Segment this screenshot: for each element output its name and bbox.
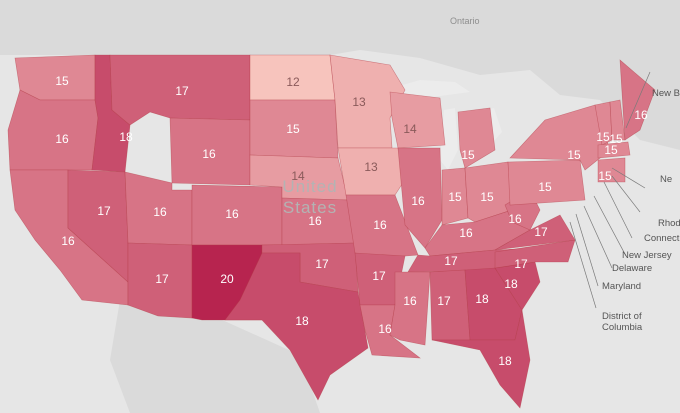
callout-dc-line1: District of [602, 311, 642, 322]
state-value-wy: 16 [202, 147, 216, 161]
state-value-va: 17 [534, 225, 548, 239]
state-value-ne: 14 [291, 169, 305, 183]
state-value-ar: 17 [372, 269, 386, 283]
state-value-la: 16 [378, 322, 392, 336]
state-wi[interactable] [389, 91, 446, 149]
state-value-mo: 16 [373, 218, 387, 232]
state-value-mt: 17 [175, 84, 189, 98]
state-value-in: 15 [448, 190, 462, 204]
states-layer [7, 54, 656, 409]
state-fl[interactable] [431, 309, 531, 409]
state-value-nm: 20 [220, 272, 234, 286]
state-value-ny: 15 [567, 148, 581, 162]
state-ct[interactable] [597, 157, 626, 183]
state-value-wv: 16 [508, 212, 522, 226]
state-pa[interactable] [507, 159, 586, 206]
state-value-al: 17 [437, 294, 451, 308]
state-value-nd: 12 [286, 75, 300, 89]
canada-land [0, 0, 680, 150]
callouts [569, 71, 651, 309]
state-value-nh: 15 [609, 132, 623, 146]
state-value-ok: 17 [315, 257, 329, 271]
state-tx[interactable] [224, 252, 369, 401]
state-value-me: 16 [634, 108, 648, 122]
country-label-line2: States [283, 198, 337, 217]
callout-connect: Connect [644, 233, 680, 244]
state-value-ky: 16 [459, 226, 473, 240]
ontario-label: Ontario [450, 16, 480, 26]
state-value-ut: 16 [153, 205, 167, 219]
state-value-tx: 18 [295, 314, 309, 328]
callout-new-brunswick: New Brunsw [652, 88, 680, 99]
callout-new-jersey: New Jersey [622, 250, 672, 261]
state-value-il: 16 [411, 194, 425, 208]
state-ma[interactable] [597, 141, 631, 159]
state-value-fl: 18 [498, 354, 512, 368]
state-value-wi: 14 [403, 122, 417, 136]
state-value-az: 17 [155, 272, 169, 286]
callout-maryland: Maryland [602, 281, 641, 292]
state-value-ma: 15 [604, 143, 618, 157]
state-il[interactable] [397, 147, 443, 249]
callout-delaware: Delaware [612, 263, 652, 274]
state-value-ct: 15 [598, 169, 612, 183]
callout-dc-line2: Columbia [602, 322, 643, 333]
state-value-ca: 16 [61, 234, 75, 248]
state-value-sc: 18 [504, 277, 518, 291]
state-or[interactable] [7, 89, 99, 171]
state-value-nv: 17 [97, 204, 111, 218]
state-value-or: 16 [55, 132, 69, 146]
state-ms[interactable] [389, 271, 431, 346]
state-value-oh: 15 [480, 190, 494, 204]
state-value-pa: 15 [538, 180, 552, 194]
state-mi[interactable] [457, 107, 496, 169]
state-nc[interactable] [494, 239, 576, 269]
state-mn[interactable] [329, 54, 406, 149]
country-label-line1: United [282, 177, 337, 196]
state-value-mi: 15 [461, 148, 475, 162]
callout-ne: Ne [660, 174, 672, 185]
state-value-sd: 15 [286, 122, 300, 136]
state-value-mn: 13 [352, 95, 366, 109]
state-me[interactable] [619, 59, 656, 141]
state-value-wa: 15 [55, 74, 69, 88]
state-value-nc: 17 [514, 257, 528, 271]
state-value-id: 18 [119, 130, 133, 144]
state-value-co: 16 [225, 207, 239, 221]
value-labels-layer: 1516161817171616171620121514161718131316… [55, 74, 648, 368]
lake-michigan [440, 108, 458, 170]
state-value-ms: 16 [403, 294, 417, 308]
state-value-ga: 18 [475, 292, 489, 306]
state-value-vt: 15 [596, 130, 610, 144]
state-value-ia: 13 [364, 160, 378, 174]
state-va[interactable] [494, 214, 576, 251]
state-value-ks: 16 [308, 214, 322, 228]
mexico-land [110, 300, 320, 413]
callout-rhode: Rhod [658, 218, 680, 229]
state-value-tn: 17 [444, 254, 458, 268]
